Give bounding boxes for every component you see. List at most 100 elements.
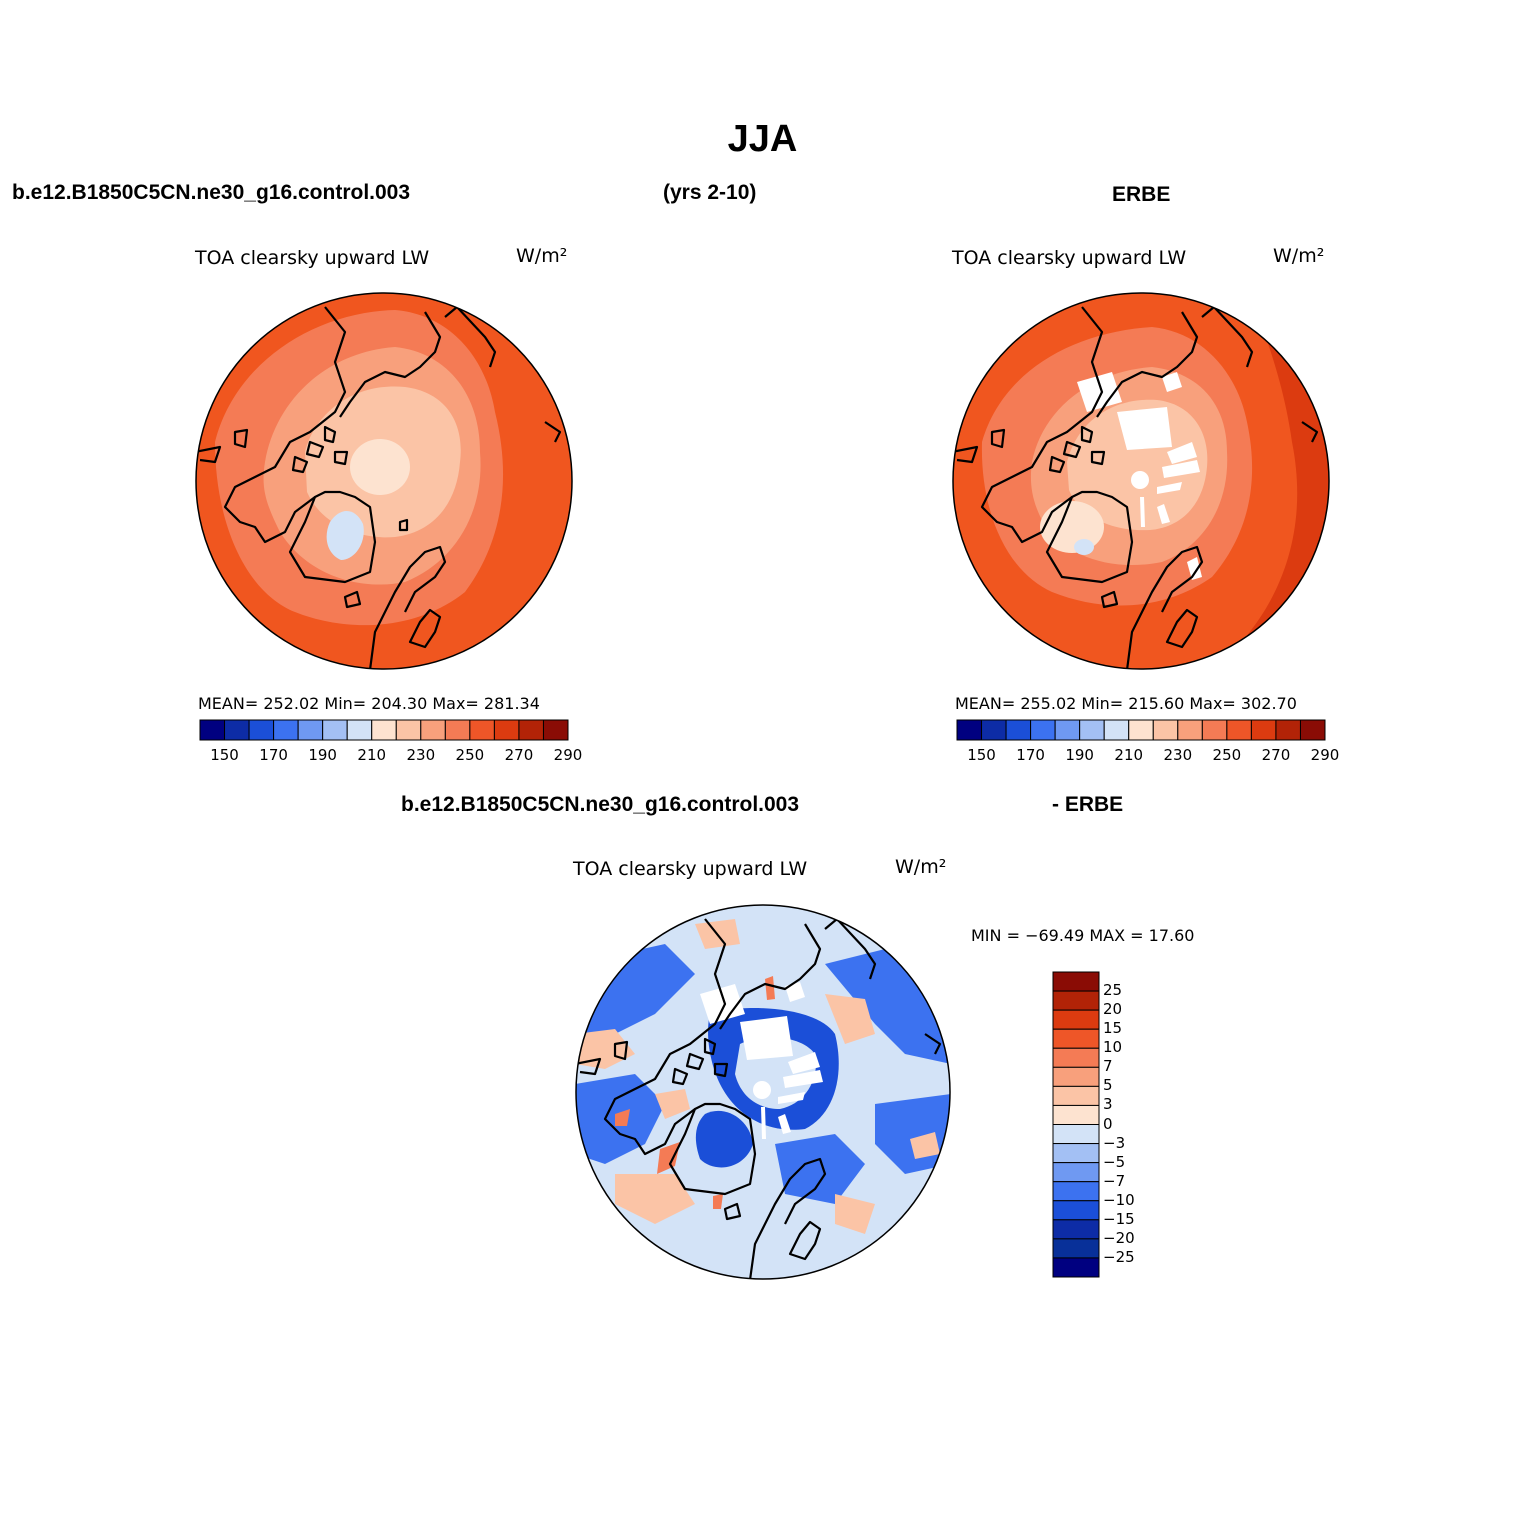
- colorbar-tick-label: 150: [210, 746, 239, 764]
- colorbar-tick-label: 150: [967, 746, 996, 764]
- colorbar-swatch: [981, 719, 1007, 741]
- colorbar-swatch: [371, 719, 397, 741]
- colorbar-tick-label: 7: [1103, 1057, 1113, 1076]
- colorbar-swatch: [1030, 719, 1056, 741]
- obs-stats: MEAN= 255.02 Min= 215.60 Max= 302.70: [955, 694, 1297, 713]
- colorbar-swatch: [1226, 719, 1252, 741]
- years-header: (yrs 2-10): [663, 181, 757, 204]
- colorbar-tick-label: 270: [1261, 746, 1291, 764]
- colorbar-swatch: [1052, 1104, 1100, 1125]
- model-panel-title: TOA clearsky upward LW: [195, 247, 430, 269]
- diff-coastlines: [576, 917, 942, 1279]
- model-panel-units: W/m²: [516, 245, 568, 267]
- colorbar-tick-label: 290: [553, 746, 583, 764]
- colorbar-swatch: [1177, 719, 1203, 741]
- colorbar-tick-label: −10: [1103, 1190, 1135, 1209]
- obs-missing-data: [1077, 372, 1202, 580]
- colorbar-swatch: [346, 719, 373, 741]
- colorbar-swatch: [518, 719, 544, 741]
- colorbar-swatch: [1128, 719, 1154, 741]
- colorbar-swatch: [1052, 1009, 1100, 1030]
- colorbar-swatch: [1052, 1162, 1100, 1183]
- case-name-header: b.e12.B1850C5CN.ne30_g16.control.003: [12, 181, 411, 204]
- diff-case-header: b.e12.B1850C5CN.ne30_g16.control.003: [401, 793, 800, 816]
- colorbar-swatch: [248, 719, 275, 741]
- colorbar-swatch: [1052, 1028, 1100, 1049]
- obs-polar-map: [952, 292, 1330, 670]
- diff-stats: MIN = −69.49 MAX = 17.60: [971, 926, 1195, 945]
- colorbar-swatch: [1052, 1257, 1100, 1278]
- colorbar-swatch: [224, 719, 250, 741]
- obs-coastlines: [953, 305, 1319, 669]
- colorbar-swatch: [273, 719, 299, 741]
- colorbar-swatch: [1079, 719, 1105, 741]
- colorbar-tick-label: 170: [259, 746, 288, 764]
- colorbar-tick-label: 3: [1103, 1095, 1113, 1114]
- colorbar-swatch: [395, 719, 422, 741]
- colorbar-tick-label: 190: [308, 746, 337, 764]
- colorbar-tick-label: −7: [1103, 1171, 1126, 1190]
- colorbar-tick-label: 170: [1016, 746, 1045, 764]
- diff-panel-units: W/m²: [895, 856, 947, 878]
- colorbar-swatch: [1152, 719, 1179, 741]
- model-stats: MEAN= 252.02 Min= 204.30 Max= 281.34: [198, 694, 540, 713]
- colorbar-tick-label: 10: [1103, 1038, 1123, 1057]
- colorbar-tick-label: 230: [406, 746, 436, 764]
- colorbar-swatch: [1005, 719, 1032, 741]
- colorbar-swatch: [1052, 1219, 1100, 1240]
- colorbar-swatch: [1052, 971, 1100, 992]
- colorbar-tick-label: −25: [1103, 1247, 1135, 1266]
- colorbar-swatch: [1250, 719, 1277, 741]
- colorbar-tick-label: −5: [1103, 1152, 1126, 1171]
- colorbar-tick-label: 25: [1103, 981, 1123, 1000]
- colorbar-swatch: [1052, 1200, 1100, 1221]
- colorbar-tick-label: 5: [1103, 1076, 1113, 1095]
- colorbar-swatch: [1275, 719, 1301, 741]
- colorbar-swatch: [322, 719, 348, 741]
- colorbar-tick-label: 270: [504, 746, 534, 764]
- model-colorbar: [199, 719, 569, 741]
- colorbar-tick-label: −3: [1103, 1133, 1126, 1152]
- colorbar-tick-label: 250: [1212, 746, 1242, 764]
- obs-name-header: ERBE: [1112, 183, 1171, 206]
- colorbar-swatch: [1052, 1066, 1100, 1087]
- obs-panel-units: W/m²: [1273, 245, 1325, 267]
- main-title: JJA: [727, 118, 798, 160]
- colorbar-swatch: [1052, 1124, 1100, 1145]
- model-coastlines: [196, 305, 562, 669]
- colorbar-tick-label: 230: [1163, 746, 1193, 764]
- colorbar-tick-label: 290: [1310, 746, 1340, 764]
- colorbar-swatch: [956, 719, 983, 741]
- colorbar-tick-label: 250: [455, 746, 485, 764]
- obs-panel-title: TOA clearsky upward LW: [952, 247, 1187, 269]
- colorbar-tick-label: −15: [1103, 1209, 1135, 1228]
- colorbar-tick-label: 20: [1103, 1000, 1123, 1019]
- colorbar-swatch: [1052, 1143, 1100, 1164]
- colorbar-tick-label: 210: [357, 746, 387, 764]
- colorbar-swatch: [199, 719, 226, 741]
- colorbar-swatch: [1052, 1047, 1100, 1068]
- colorbar-swatch: [1052, 1181, 1100, 1202]
- colorbar-swatch: [1103, 719, 1130, 741]
- model-polar-map: [195, 292, 573, 670]
- colorbar-swatch: [297, 719, 324, 741]
- colorbar-swatch: [469, 719, 495, 741]
- colorbar-tick-label: 15: [1103, 1019, 1123, 1038]
- colorbar-swatch: [420, 719, 446, 741]
- colorbar-tick-label: 210: [1114, 746, 1144, 764]
- diff-panel-title: TOA clearsky upward LW: [573, 858, 808, 880]
- colorbar-swatch: [1054, 719, 1081, 741]
- colorbar-swatch: [493, 719, 520, 741]
- diff-obs-header: - ERBE: [1052, 793, 1124, 816]
- colorbar-swatch: [444, 719, 471, 741]
- colorbar-swatch: [1052, 990, 1100, 1011]
- diff-polar-map: [575, 904, 951, 1280]
- colorbar-swatch: [542, 719, 569, 741]
- colorbar-swatch: [1299, 719, 1326, 741]
- colorbar-tick-label: 0: [1103, 1114, 1113, 1133]
- obs-colorbar: [956, 719, 1326, 741]
- colorbar-tick-label: −20: [1103, 1228, 1135, 1247]
- colorbar-swatch: [1052, 1085, 1100, 1106]
- diff-colorbar: [1052, 971, 1100, 1278]
- colorbar-swatch: [1052, 1238, 1100, 1259]
